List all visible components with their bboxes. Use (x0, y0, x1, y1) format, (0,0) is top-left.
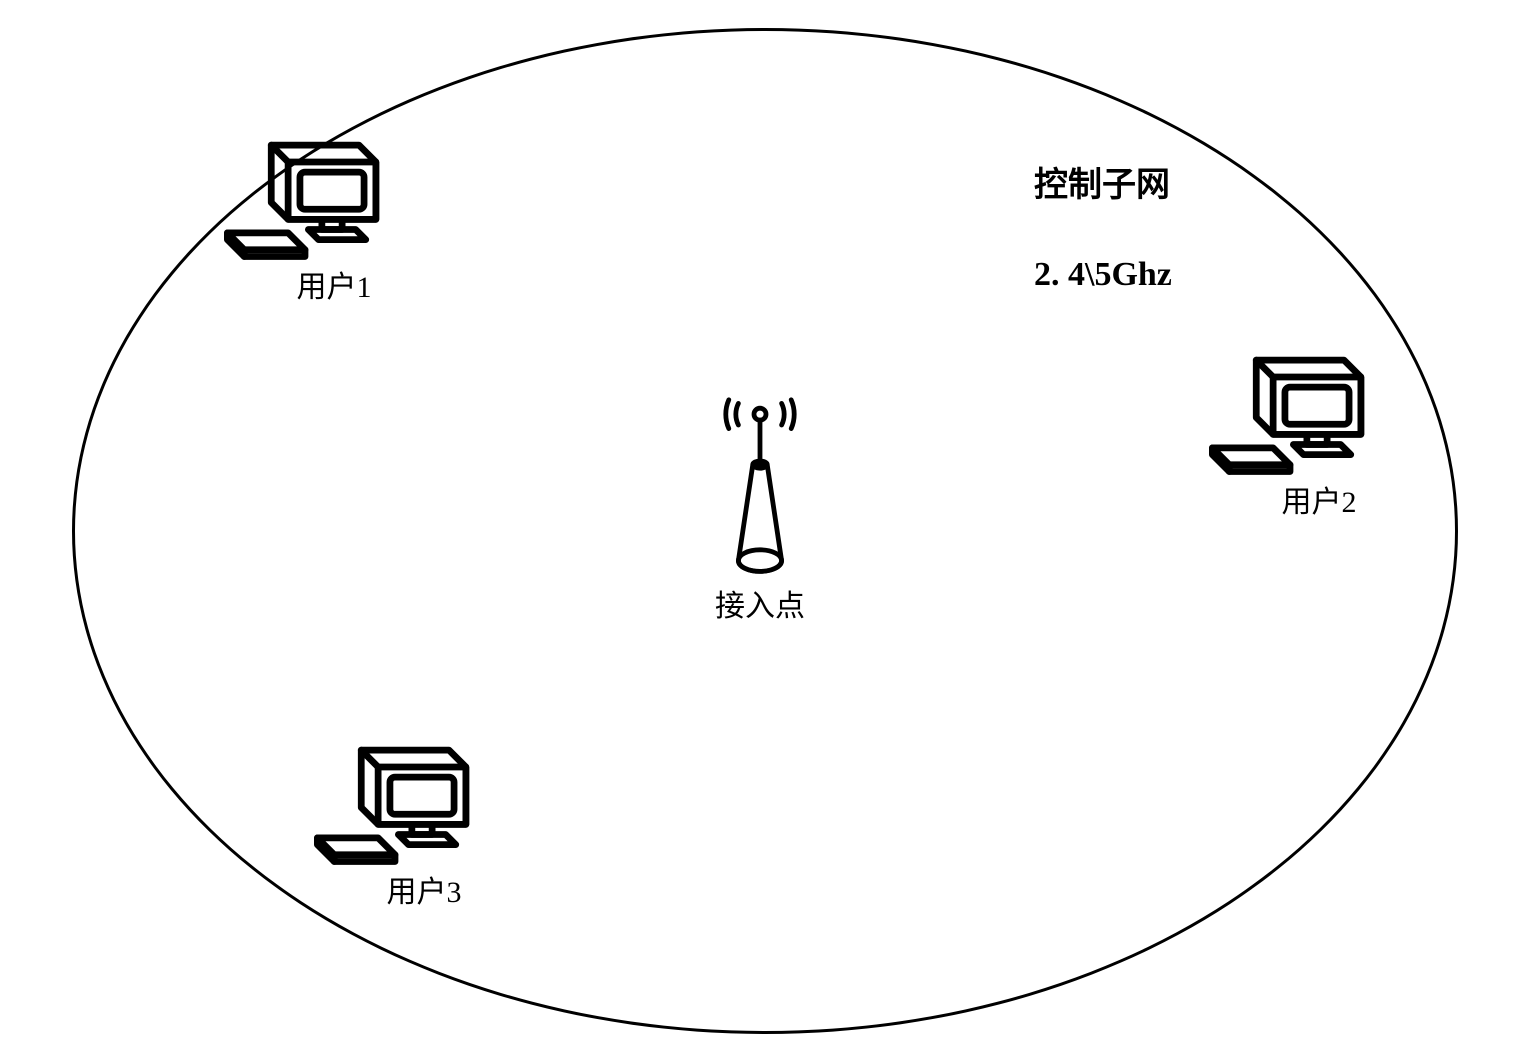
title-line2: 2. 4\5Ghz (1034, 256, 1172, 293)
diagram-canvas: 控制子网 2. 4\5Ghz 接入点 (0, 0, 1525, 1057)
computer-icon (310, 740, 480, 880)
access-point: 接入点 (700, 395, 820, 580)
user-node-user3: 用户3 (310, 740, 480, 880)
user-node-user2: 用户2 (1205, 350, 1375, 490)
user-node-user1: 用户1 (220, 135, 390, 275)
computer-icon (220, 135, 390, 275)
title-line1: 控制子网 (1034, 167, 1170, 204)
user-label: 用户1 (297, 262, 372, 306)
user-label: 用户3 (387, 867, 462, 911)
computer-icon (1205, 350, 1375, 490)
subnet-title: 控制子网 2. 4\5Ghz (1000, 120, 1172, 341)
user-label: 用户2 (1282, 477, 1357, 521)
access-point-label: 接入点 (700, 581, 820, 625)
